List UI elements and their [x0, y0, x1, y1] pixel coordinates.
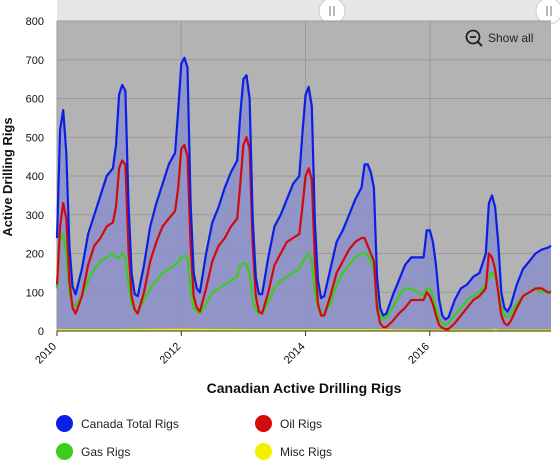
series-line-oil-rigs — [55, 136, 551, 331]
series-lines — [55, 56, 552, 332]
x-axis-label: Canadian Active Drilling Rigs — [207, 380, 402, 396]
legend-marker — [56, 443, 73, 460]
y-tick-label: 0 — [38, 326, 44, 338]
legend-marker — [255, 443, 272, 460]
navigator-bar[interactable] — [57, 0, 551, 21]
y-tick-label: 400 — [26, 171, 44, 183]
legend-item-canada-total[interactable]: Canada Total Rigs — [56, 415, 179, 432]
y-axis-ticks: 0 100 200 300 400 500 600 700 800 — [26, 16, 44, 338]
legend-item-gas[interactable]: Gas Rigs — [56, 443, 130, 460]
legend-label: Oil Rigs — [280, 416, 323, 431]
x-tick-label: 2010 — [33, 341, 59, 367]
y-tick-label: 700 — [26, 55, 44, 67]
x-tick-label: 2014 — [282, 341, 308, 367]
zoom-out-icon — [465, 29, 483, 47]
legend-item-oil[interactable]: Oil Rigs — [255, 415, 322, 432]
y-tick-label: 600 — [26, 94, 44, 106]
navigator-left-handle[interactable] — [318, 0, 346, 25]
y-tick-label: 100 — [26, 287, 44, 299]
y-tick-label: 200 — [26, 249, 44, 261]
y-tick-label: 800 — [26, 16, 44, 28]
series-line-canada-total-rigs — [55, 56, 552, 321]
legend-marker — [255, 415, 272, 432]
series-line-misc-rigs — [57, 328, 551, 332]
y-tick-label: 500 — [26, 132, 44, 144]
legend-label: Misc Rigs — [280, 444, 333, 459]
x-tick-label: 2012 — [158, 341, 184, 367]
y-tick-label: 300 — [26, 210, 44, 222]
x-axis-ticks: 2010 2012 2014 2016 — [33, 331, 432, 366]
x-tick-label: 2016 — [406, 341, 432, 367]
legend-label: Gas Rigs — [81, 444, 131, 459]
legend-item-misc[interactable]: Misc Rigs — [255, 443, 332, 460]
legend-label: Canada Total Rigs — [81, 416, 179, 431]
show-all-label: Show all — [488, 31, 534, 45]
legend-marker — [56, 415, 73, 432]
show-all-button[interactable]: Show all — [465, 29, 533, 47]
navigator-right-handle[interactable] — [535, 0, 560, 25]
y-axis-label: Active Drilling Rigs — [0, 117, 15, 236]
